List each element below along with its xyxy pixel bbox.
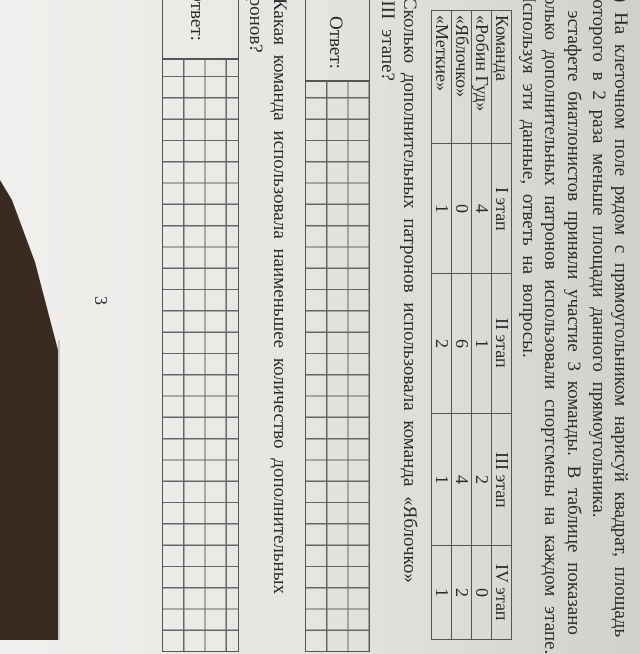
header-cell: III этап <box>491 412 512 547</box>
header-cell: I этап <box>491 143 512 274</box>
team-cell: «Робин Гуд» <box>471 9 492 145</box>
value-cell: 2 <box>431 272 452 414</box>
header-cell: Команда <box>491 9 512 145</box>
value-cell: 0 <box>471 545 492 640</box>
value-cell: 1 <box>431 545 452 640</box>
question1-line1: Сколько дополнительных патронов использо… <box>399 0 420 583</box>
paper-edge <box>58 340 60 640</box>
team-cell: «Меткие» <box>431 9 452 145</box>
task1-line1: ) На клеточном поле рядом с прямоугольни… <box>610 0 631 638</box>
table-header-row: Команда I этап II этап III этап IV этап <box>491 9 512 640</box>
cartridges-table: Команда I этап II этап III этап IV этап … <box>431 9 512 640</box>
value-cell: 1 <box>431 412 452 547</box>
question2-line2: патронов? <box>245 0 266 53</box>
task1-line2: которого в 2 раза меньше площади данного… <box>588 0 609 518</box>
task2-intro-line3: Используя эти данные, ответь на вопросы. <box>518 0 539 358</box>
value-cell: 4 <box>451 412 472 547</box>
page-number: 3 <box>91 296 111 305</box>
table-row: «Яблочко» 0 6 4 2 <box>451 9 472 640</box>
value-cell: 2 <box>471 412 492 547</box>
task2-intro-line1: В эстафете биатлонистов приняли участие … <box>563 0 584 635</box>
question2-line1: Какая команда использовала наименьшее ко… <box>269 0 290 594</box>
answer1-grid[interactable] <box>305 80 370 652</box>
table-row: «Меткие» 1 2 1 1 <box>431 9 452 640</box>
answer1-label: Ответ: <box>325 16 346 69</box>
value-cell: 0 <box>451 143 472 274</box>
header-cell: II этап <box>491 272 512 414</box>
value-cell: 4 <box>471 143 492 274</box>
header-cell: IV этап <box>491 545 512 640</box>
table-row: «Робин Гуд» 4 1 2 0 <box>471 9 492 640</box>
value-cell: 6 <box>451 272 472 414</box>
team-cell: «Яблочко» <box>451 9 472 145</box>
value-cell: 1 <box>471 272 492 414</box>
question1-line2: на III этапе? <box>377 0 398 81</box>
value-cell: 2 <box>451 545 472 640</box>
answer2-grid[interactable] <box>162 58 239 652</box>
value-cell: 1 <box>431 143 452 274</box>
answer2-label: Ответ: <box>186 0 207 41</box>
task2-intro-line2: Сколько дополнительных патронов использо… <box>540 0 561 654</box>
